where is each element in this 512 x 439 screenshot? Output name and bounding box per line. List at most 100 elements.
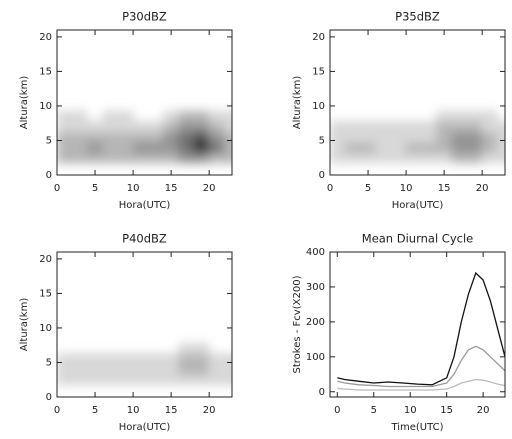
- series-line: [337, 378, 505, 391]
- panel-title: P30dBZ: [122, 10, 167, 24]
- contour-cell: [405, 131, 422, 143]
- contour-cell: [117, 120, 134, 133]
- contour-cell: [436, 131, 453, 143]
- contour-cell: [375, 141, 392, 154]
- contour-cell: [178, 342, 195, 355]
- y-tick-label: 10: [312, 101, 325, 112]
- plot-frame: [56, 29, 233, 176]
- contour-cell: [405, 120, 422, 133]
- x-tick-label: 15: [165, 183, 178, 194]
- contour-cell: [147, 353, 165, 365]
- contour-cell: [86, 141, 104, 154]
- contour-cell: [117, 131, 134, 143]
- x-tick-label: 20: [203, 405, 216, 416]
- contour-cell: [481, 110, 498, 122]
- contour-cell: [466, 120, 483, 133]
- x-tick-label: 20: [477, 405, 490, 416]
- contour-cell: [178, 110, 195, 122]
- contour-field: [57, 110, 232, 164]
- contour-field: [57, 342, 232, 386]
- contour-cell: [147, 141, 165, 154]
- contour-cell: [178, 131, 195, 143]
- contour-cell: [420, 152, 438, 164]
- contour-cell: [223, 152, 232, 164]
- contour-cell: [223, 363, 232, 376]
- contour-cell: [178, 120, 195, 133]
- y-tick-label: 0: [319, 387, 325, 398]
- y-tick-label: 10: [39, 101, 52, 112]
- y-tick-label: 0: [46, 170, 52, 181]
- x-axis-label: Hora(UTC): [119, 422, 171, 433]
- contour-cell: [330, 141, 346, 154]
- contour-cell: [71, 131, 88, 143]
- contour-cell: [496, 131, 505, 143]
- contour-cell: [163, 353, 180, 365]
- contour-cell: [208, 110, 225, 122]
- contour-cell: [86, 120, 104, 133]
- x-tick-label: 15: [440, 405, 453, 416]
- contour-cell: [344, 120, 361, 133]
- contour-cell: [132, 363, 149, 376]
- contour-cell: [451, 131, 468, 143]
- contour-cell: [496, 152, 505, 164]
- contour-cell: [496, 120, 505, 133]
- contour-cell: [117, 110, 134, 122]
- contour-cell: [102, 374, 119, 386]
- panel: 0 5 10 15 20 0 5 10 15 20 P30dBZ Hora(UTC) Altura(km…: [19, 10, 233, 211]
- x-tick-label: 10: [404, 405, 417, 416]
- contour-cell: [147, 131, 165, 143]
- contour-cell: [405, 141, 422, 154]
- contour-cell: [436, 120, 453, 133]
- contour-cell: [223, 374, 232, 386]
- contour-cell: [71, 152, 88, 164]
- plot-frame: [329, 251, 506, 398]
- contour-cell: [375, 120, 392, 133]
- contour-cell: [359, 131, 377, 143]
- x-tick-label: 15: [438, 183, 451, 194]
- contour-cell: [117, 152, 134, 164]
- contour-cell: [208, 152, 225, 164]
- x-tick-label: 0: [54, 405, 60, 416]
- contour-cell: [57, 120, 73, 133]
- contour-cell: [451, 152, 468, 164]
- contour-cell: [178, 374, 195, 386]
- contour-cell: [208, 363, 225, 376]
- contour-cell: [102, 363, 119, 376]
- contour-cell: [193, 363, 210, 376]
- y-tick-label: 20: [39, 254, 52, 265]
- contour-cell: [390, 152, 407, 164]
- contour-cell: [163, 131, 180, 143]
- plot-frame: [56, 251, 233, 398]
- contour-cell: [57, 110, 73, 122]
- y-axis-label: Strokes - Fcv(X200): [292, 275, 303, 373]
- contour-cell: [57, 374, 73, 386]
- contour-cell: [86, 131, 104, 143]
- x-tick-label: 20: [476, 183, 489, 194]
- contour-cell: [86, 374, 104, 386]
- contour-cell: [71, 141, 88, 154]
- contour-cell: [147, 363, 165, 376]
- x-axis-label: Hora(UTC): [119, 200, 171, 211]
- contour-cell: [178, 353, 195, 365]
- contour-cell: [71, 353, 88, 365]
- contour-cell: [57, 363, 73, 376]
- y-tick-label: 0: [46, 392, 52, 403]
- contour-cell: [132, 353, 149, 365]
- contour-cell: [163, 120, 180, 133]
- contour-cell: [132, 131, 149, 143]
- y-tick-label: 15: [312, 66, 325, 77]
- contour-cell: [223, 110, 232, 122]
- x-tick-label: 0: [327, 183, 333, 194]
- contour-cell: [57, 141, 73, 154]
- contour-cell: [466, 152, 483, 164]
- contour-cell: [208, 141, 225, 154]
- contour-cell: [193, 342, 210, 355]
- contour-cell: [57, 353, 73, 365]
- contour-cell: [223, 120, 232, 133]
- contour-cell: [71, 374, 88, 386]
- contour-cell: [117, 374, 134, 386]
- y-tick-label: 5: [46, 357, 52, 368]
- contour-cell: [436, 152, 453, 164]
- contour-cell: [208, 131, 225, 143]
